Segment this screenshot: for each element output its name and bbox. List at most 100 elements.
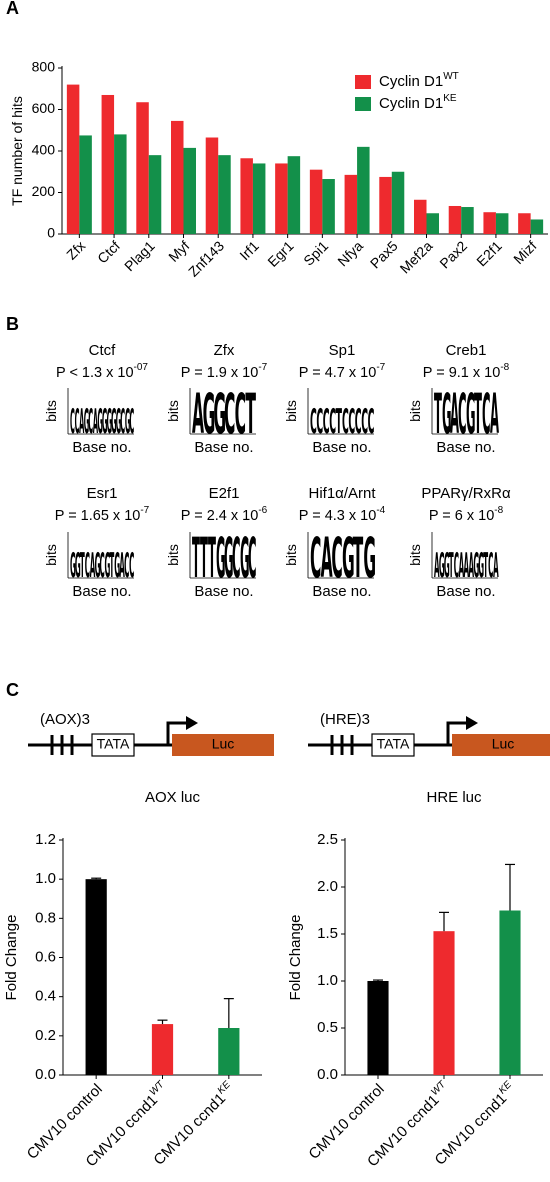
y-axis-label: TF number of hits [9,96,25,206]
logo-letter: A [468,545,474,585]
category: CMV10 ccnd1 [432,1090,511,1169]
logo-letter: A [450,383,459,447]
logo-letter: C [85,545,90,585]
p-exponent: -4 [376,505,385,516]
bar [136,102,149,234]
x-tick-label: E2f1 [473,237,505,269]
bar [518,213,531,234]
bar [101,94,115,234]
motif-p-value: P = 2.4 x 10-6 [181,505,268,524]
bar [495,213,509,234]
tss-arrow [166,721,190,745]
bar [85,879,107,1075]
logo-letter: T [336,402,342,442]
logo-y-label: bits [165,400,181,422]
bar [391,171,405,234]
x-tick-label: CMV10 ccnd1KE [149,1079,239,1169]
bar [148,155,162,234]
p-value: P = 1.9 x 10 [181,365,259,381]
x-tick-label: Mef2a [396,237,435,276]
y-tick-label: 200 [32,183,56,199]
logo-letter: G [466,383,476,447]
bar [530,219,544,234]
p-exponent: -7 [376,362,385,373]
p-exponent: -7 [140,505,149,516]
bar [66,84,80,234]
logo-letter: G [95,545,101,585]
bar [287,156,301,234]
logo-letter: C [100,545,105,585]
y-tick-label: 1.5 [317,925,338,942]
category: Ctcf [94,237,123,266]
legend-superscript: WT [443,71,459,82]
legend-swatch [355,75,371,89]
logo-letter: C [458,383,467,447]
y-tick-label: 0.0 [317,1066,338,1083]
reporter-box [452,734,550,756]
logo-letter: C [120,401,125,441]
panel-label: B [6,314,19,334]
logo-letter: G [216,527,226,591]
panel-label: A [6,0,19,18]
logo-letter: C [124,545,129,585]
logo-letter: C [488,545,493,585]
logo-letter: G [478,545,484,585]
category: Myf [165,237,192,264]
x-tick-label: Plag1 [121,237,158,274]
bar [275,163,288,234]
reporter-label: Luc [212,736,235,752]
bar [426,213,439,234]
logo-letter: G [84,401,89,441]
y-tick-label: 0.5 [317,1019,338,1036]
bar [171,120,184,234]
motif-p-value: P = 1.9 x 10-7 [181,362,268,381]
logo-letter: C [361,402,368,442]
legend-name: Cyclin D1 [379,95,443,112]
x-tick-label: Ctcf [94,237,123,266]
p-value: P = 2.4 x 10 [181,508,259,524]
logo-letter: T [109,545,114,585]
logo-letter: G [342,525,355,590]
legend-label: Cyclin D1KE [379,93,457,112]
logo-letter: C [310,525,321,590]
logo-letter: C [454,545,459,585]
logo-letter: T [192,527,200,591]
logo-letter: A [434,545,440,585]
x-tick-label: Pax5 [367,237,401,271]
y-tick-label: 0.4 [35,988,56,1005]
bar [151,1024,174,1075]
p-exponent: -7 [258,362,267,373]
logo-letter: C [310,402,317,442]
logo-letter: G [203,381,216,446]
logo-letter: C [248,527,257,591]
promoter-box [371,733,415,757]
x-tick-label: Mizf [510,237,540,267]
logo-x-label: Base no. [72,583,131,600]
chart-title: HRE luc [426,789,482,806]
bar [461,207,474,234]
x-tick-label: Znf143 [185,237,227,279]
p-value: P = 4.3 x 10 [299,508,377,524]
category: Egr1 [264,237,296,269]
motif-p-value: P = 4.3 x 10-4 [299,505,386,524]
x-tick-label: CMV10 ccnd1KE [430,1079,520,1169]
p-value: P = 6 x 10 [429,508,494,524]
logo-letter: G [116,401,121,441]
x-tick-label: Egr1 [264,237,296,269]
logo-x-label: Base no. [312,439,371,456]
motif-p-value: P = 4.7 x 10-7 [299,362,386,381]
bar [322,179,335,234]
category: Plag1 [121,237,158,274]
panel-label: C [6,680,19,700]
chart-title: AOX luc [145,789,201,806]
logo-letter: A [192,381,204,446]
motif-name: PPARγ/RxRα [421,485,511,502]
logo-letter: A [490,383,499,447]
reporter-box [172,734,274,756]
logo-letter: C [482,383,491,447]
logo-letter: T [474,383,482,447]
logo-letter: G [213,381,226,446]
tss-arrow [446,721,470,745]
logo-letter: T [245,381,256,446]
